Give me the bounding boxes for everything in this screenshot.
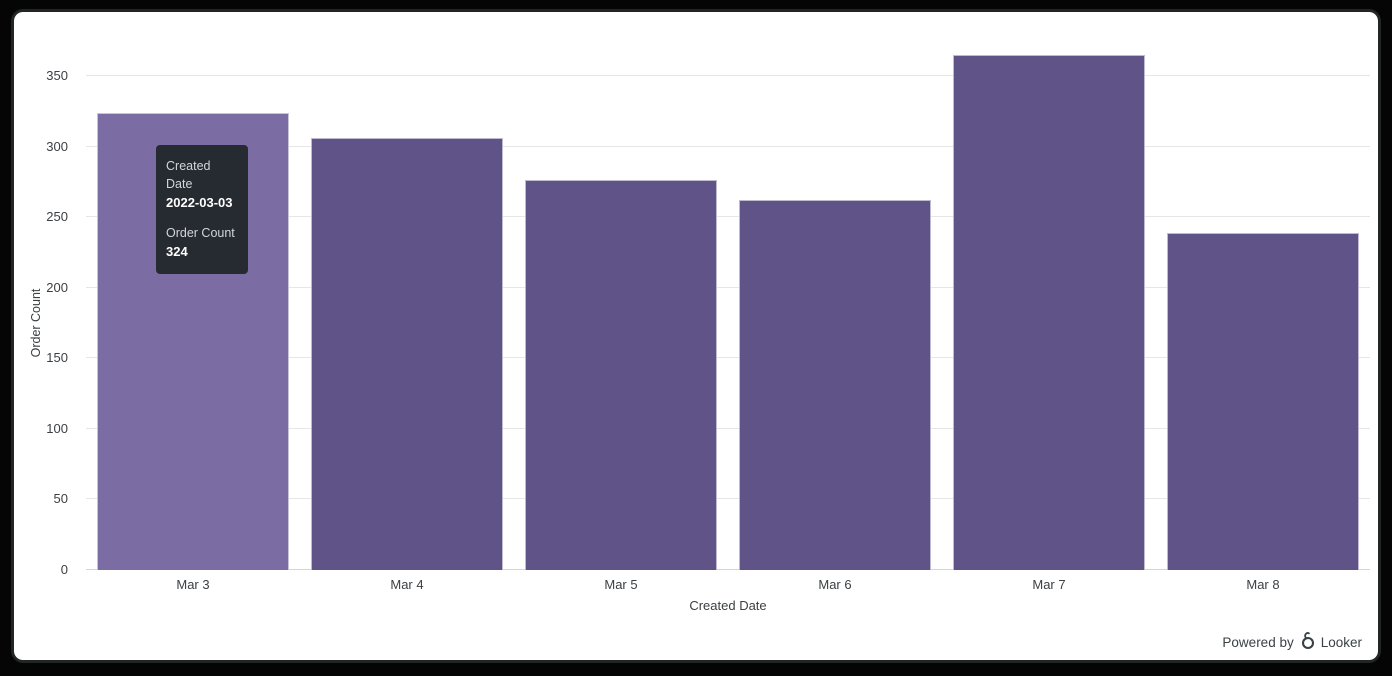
bar-mar-5[interactable] — [524, 180, 718, 570]
bar-mar-7[interactable] — [952, 54, 1146, 570]
gridline — [86, 357, 1370, 359]
tooltip-spacer — [166, 212, 238, 224]
tooltip-dimension-value: 2022-03-03 — [166, 195, 233, 210]
chart-tooltip: Created Date 2022-03-03 Order Count 324 — [156, 145, 248, 274]
bar-mar-8[interactable] — [1166, 232, 1360, 570]
powered-by-looker-link[interactable]: Powered by Looker — [1222, 631, 1362, 653]
x-tick-label: Mar 5 — [604, 577, 638, 592]
gridline — [86, 286, 1370, 288]
y-tick-label: 200 — [46, 279, 68, 295]
x-tick-label: Mar 6 — [818, 577, 852, 592]
y-tick-label: 0 — [60, 562, 68, 577]
tooltip-measure-label: Order Count — [166, 226, 235, 240]
y-tick-label: 300 — [46, 138, 68, 154]
y-tick-label: 350 — [46, 68, 68, 83]
y-axis-title: Order Count — [29, 288, 43, 358]
gridline — [86, 498, 1370, 500]
bar-column: Mar 4 — [300, 26, 514, 592]
plot-area: Mar 3 Mar 4 Mar 5 Mar 6 Mar 7 Mar 8 — [86, 26, 1370, 592]
looker-logo-icon — [1299, 631, 1316, 653]
x-tick-label: Mar 8 — [1246, 577, 1280, 592]
x-axis-line — [86, 569, 1370, 570]
bar-column: Mar 3 — [86, 26, 300, 592]
powered-by-text: Powered by — [1222, 634, 1294, 650]
y-tick-label: 150 — [46, 350, 68, 366]
gridline — [86, 75, 1370, 76]
bar-column: Mar 6 — [728, 26, 942, 592]
y-tick-label: 50 — [53, 491, 68, 507]
bar-column: Mar 5 — [514, 26, 728, 592]
y-tick-label: 250 — [46, 209, 68, 225]
x-axis-title: Created Date — [689, 598, 767, 613]
x-tick-label: Mar 7 — [1032, 577, 1066, 592]
gridline — [86, 427, 1370, 429]
tooltip-measure-value: 324 — [166, 244, 188, 259]
looker-brand-text: Looker — [1320, 634, 1362, 650]
y-tick-label: 100 — [46, 420, 68, 436]
x-tick-label: Mar 3 — [176, 577, 210, 592]
tooltip-dimension-label: Created Date — [166, 159, 211, 191]
bar-mar-4[interactable] — [310, 138, 504, 570]
bar-mar-6[interactable] — [738, 200, 932, 570]
bar-column: Mar 8 — [1156, 26, 1370, 592]
gridline — [86, 216, 1370, 218]
gridline — [86, 145, 1370, 147]
x-tick-label: Mar 4 — [390, 577, 424, 592]
bar-column: Mar 7 — [942, 26, 1156, 592]
